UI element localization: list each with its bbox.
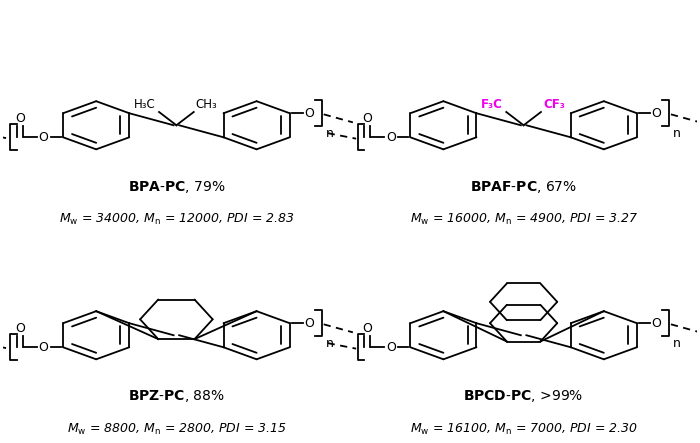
Text: $M_\mathrm{w}$ = 34000, $M_\mathrm{n}$ = 12000, PDI = 2.83: $M_\mathrm{w}$ = 34000, $M_\mathrm{n}$ =… (59, 212, 294, 227)
Text: $M_\mathrm{w}$ = 16100, $M_\mathrm{n}$ = 7000, PDI = 2.30: $M_\mathrm{w}$ = 16100, $M_\mathrm{n}$ =… (410, 422, 638, 437)
Text: O: O (386, 341, 396, 354)
Text: n: n (326, 127, 334, 140)
Text: O: O (652, 107, 662, 120)
Text: O: O (38, 341, 48, 354)
Text: O: O (15, 112, 25, 124)
Text: n: n (673, 127, 681, 140)
Text: O: O (386, 131, 396, 144)
Text: n: n (673, 337, 681, 350)
Text: O: O (363, 112, 372, 124)
Text: n: n (326, 337, 334, 350)
Text: O: O (38, 131, 48, 144)
Text: O: O (304, 107, 314, 120)
Text: $\mathbf{BPZ\text{-}PC}$, 88%: $\mathbf{BPZ\text{-}PC}$, 88% (128, 389, 225, 404)
Text: $\mathbf{BPAF\text{-}PC}$, 67%: $\mathbf{BPAF\text{-}PC}$, 67% (470, 179, 578, 194)
Text: CH₃: CH₃ (196, 97, 218, 111)
Text: O: O (363, 322, 372, 334)
Text: F₃C: F₃C (481, 97, 503, 111)
Text: $\mathbf{BPCD\text{-}PC}$, >99%: $\mathbf{BPCD\text{-}PC}$, >99% (463, 389, 584, 404)
Text: CF₃: CF₃ (543, 97, 565, 111)
Text: $M_\mathrm{w}$ = 16000, $M_\mathrm{n}$ = 4900, PDI = 3.27: $M_\mathrm{w}$ = 16000, $M_\mathrm{n}$ =… (410, 212, 638, 227)
Text: O: O (304, 317, 314, 330)
Text: H₃C: H₃C (134, 97, 155, 111)
Text: $M_\mathrm{w}$ = 8800, $M_\mathrm{n}$ = 2800, PDI = 3.15: $M_\mathrm{w}$ = 8800, $M_\mathrm{n}$ = … (66, 422, 286, 437)
Text: $\mathbf{BPA\text{-}PC}$, 79%: $\mathbf{BPA\text{-}PC}$, 79% (127, 179, 225, 194)
Text: O: O (15, 322, 25, 334)
Text: O: O (652, 317, 662, 330)
